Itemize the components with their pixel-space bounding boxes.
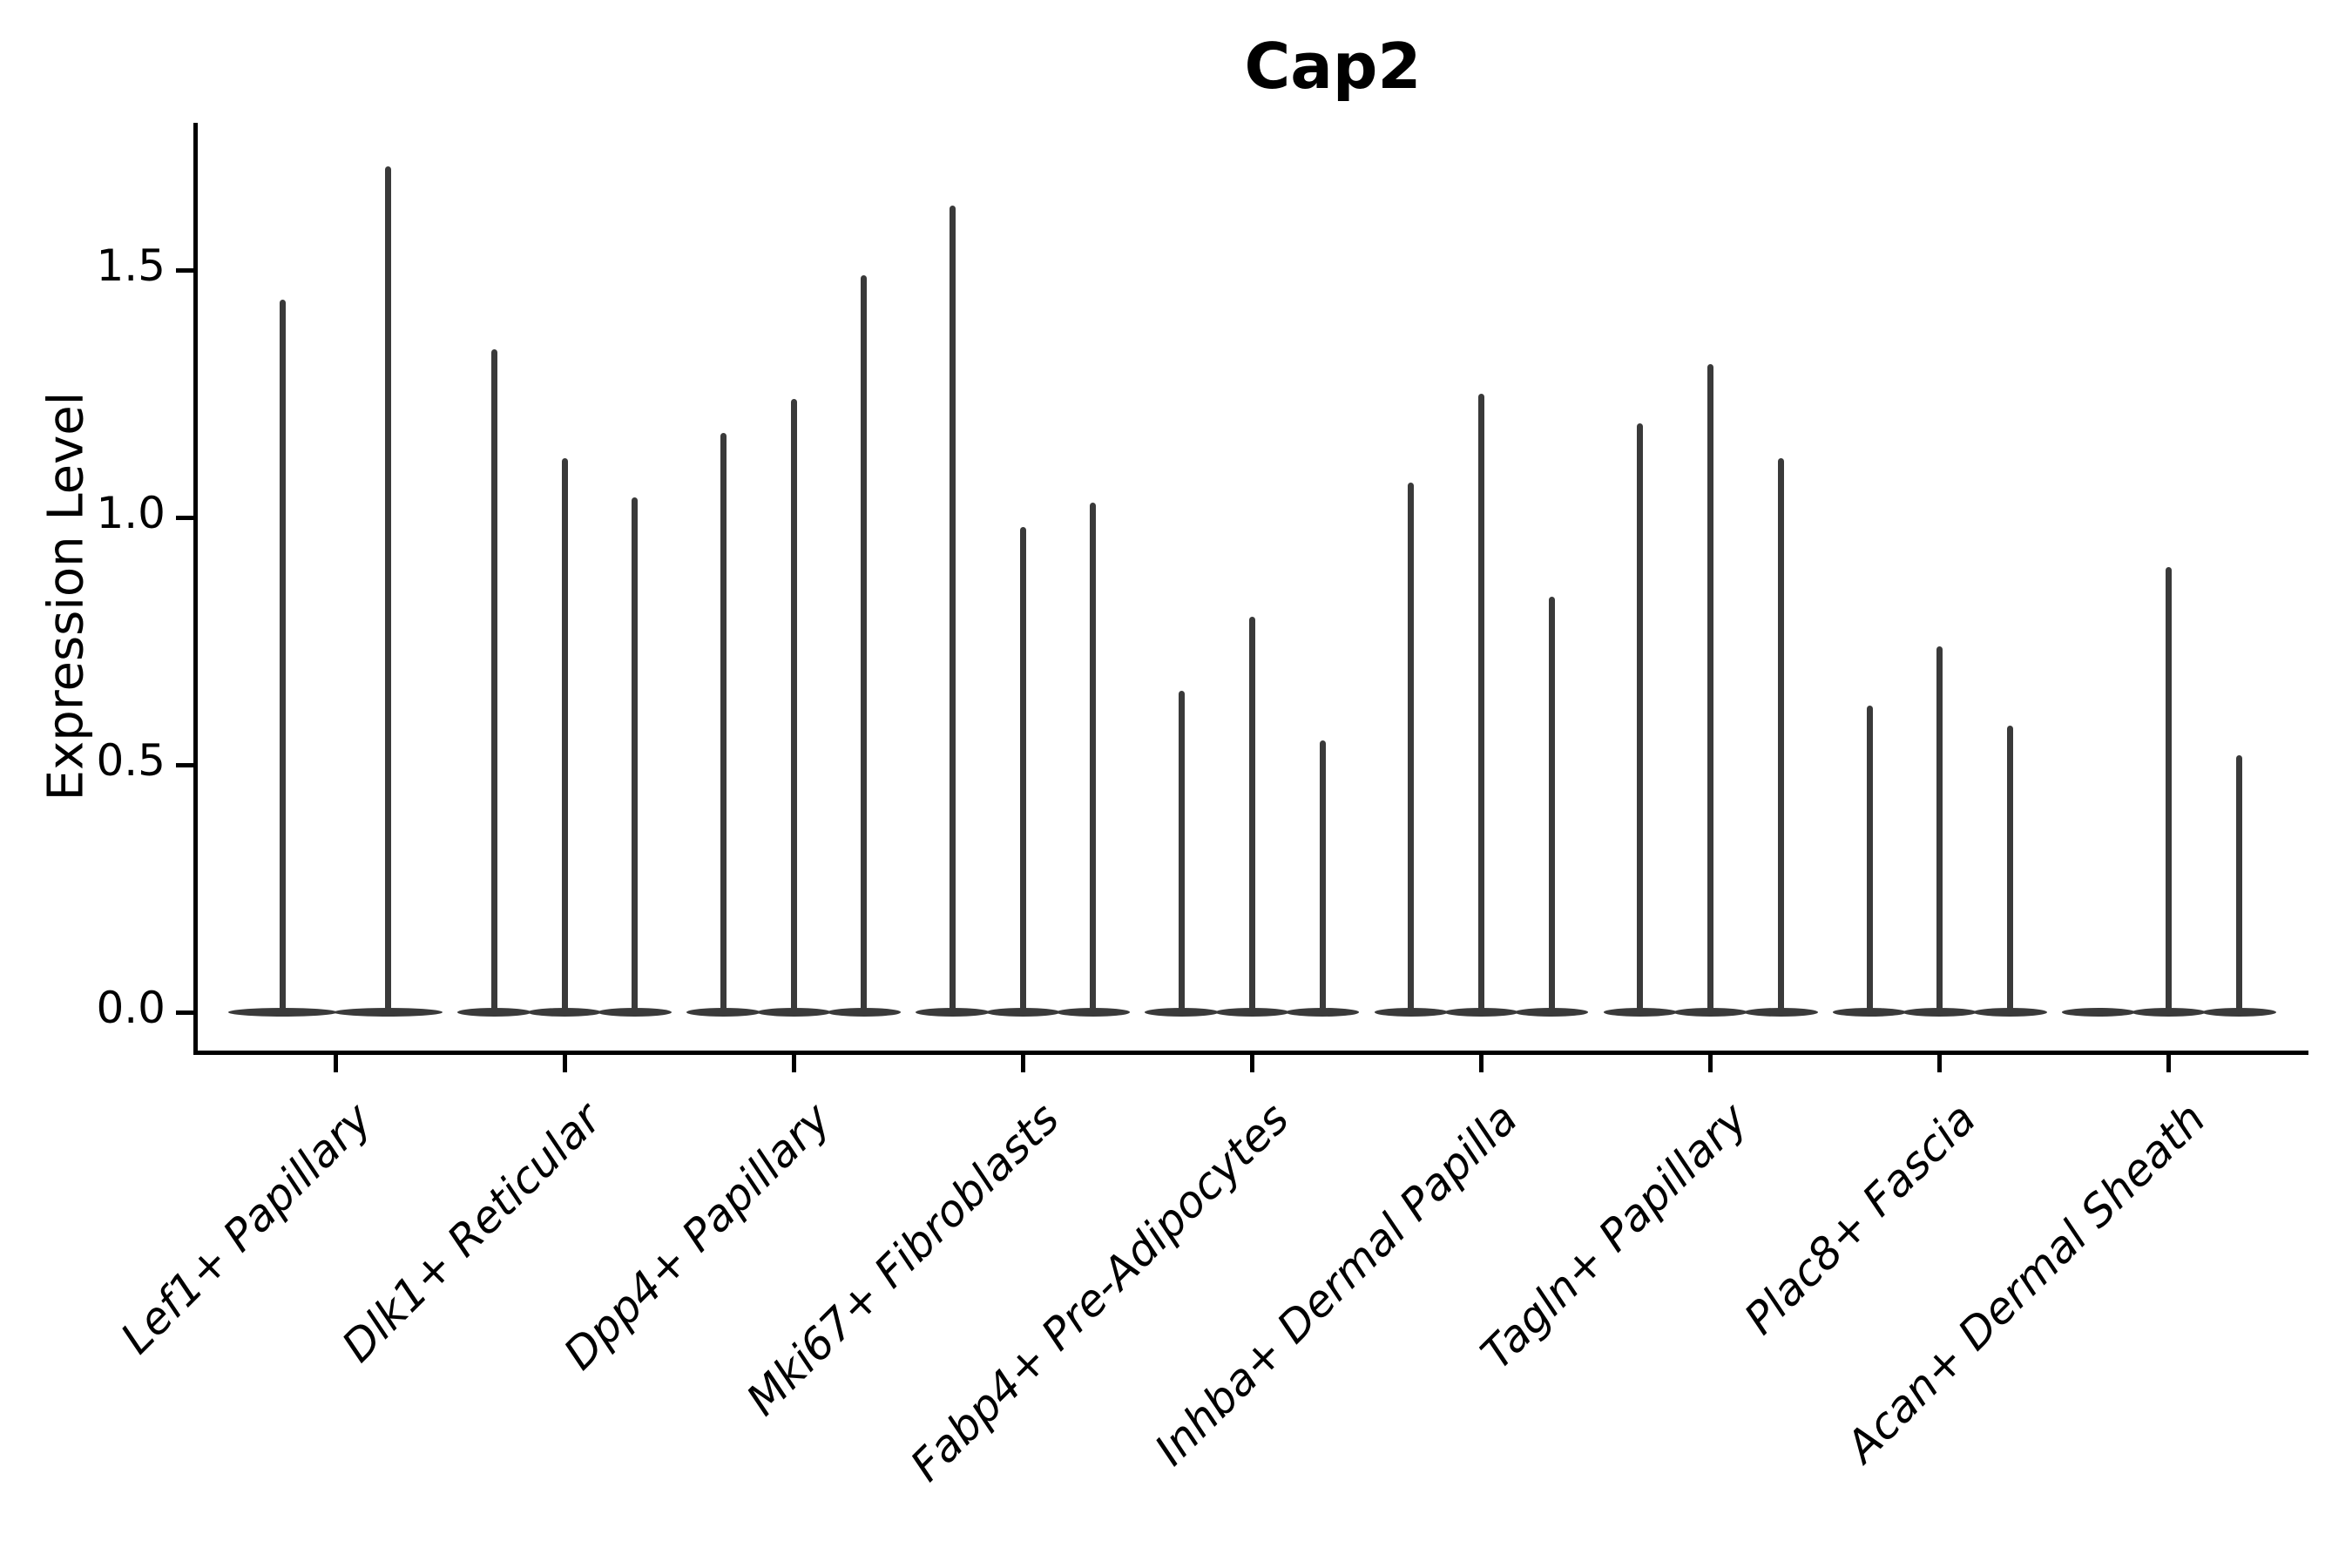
x-tick-label: Lef1+ Papillary (111, 1093, 382, 1364)
violin-spike (561, 457, 568, 1012)
violin-base (527, 1008, 602, 1017)
violin-spike (950, 206, 956, 1012)
x-tick-mark (1937, 1055, 1943, 1072)
violin-spike (1408, 483, 1415, 1012)
violin-base (1444, 1008, 1518, 1017)
violin-base (1285, 1008, 1360, 1017)
violin-base (916, 1008, 990, 1017)
violin-spike (1478, 394, 1484, 1012)
y-tick-label: 1.5 (96, 240, 166, 291)
y-axis-spine (193, 123, 198, 1055)
violin-base (1514, 1008, 1589, 1017)
violin-spike (2235, 754, 2242, 1012)
y-tick-mark (176, 515, 193, 520)
y-axis-label: Expression Level (37, 391, 95, 801)
violin-base (1903, 1008, 1977, 1017)
violin-base (1215, 1008, 1289, 1017)
violin-spike (1019, 527, 1026, 1012)
violin-base (1832, 1008, 1907, 1017)
violin-base (598, 1008, 672, 1017)
y-tick-label: 0.5 (96, 735, 166, 786)
violin-spike (1319, 740, 1326, 1012)
y-tick-mark (176, 762, 193, 767)
violin-base (2132, 1008, 2207, 1017)
violin-base (2061, 1008, 2136, 1017)
violin-base (228, 1008, 337, 1017)
violin-spike (1707, 363, 1714, 1012)
x-tick-mark (791, 1055, 796, 1072)
violin-base (1673, 1008, 1747, 1017)
violin-spike (1866, 705, 1873, 1012)
violin-spike (1090, 502, 1097, 1012)
chart-title-row: Cap2 (0, 30, 2352, 103)
x-axis-spine (193, 1051, 2308, 1055)
violin-spike (490, 348, 497, 1012)
violin-spike (1637, 423, 1644, 1012)
x-tick-mark (1249, 1055, 1254, 1072)
y-tick-mark (176, 1010, 193, 1015)
violin-spike (632, 497, 639, 1012)
violin-spike (1548, 596, 1555, 1012)
y-tick-mark (176, 267, 193, 273)
violin-spike (1179, 690, 1186, 1012)
y-tick-label: 0.0 (96, 983, 166, 1033)
violin-spike (1777, 457, 1784, 1012)
x-tick-mark (1708, 1055, 1713, 1072)
x-tick-label: Plac8+ Fascia (1734, 1093, 1986, 1344)
x-tick-mark (1479, 1055, 1484, 1072)
violin-base (985, 1008, 1060, 1017)
violin-spike (720, 433, 727, 1012)
violin-spike (1936, 645, 1943, 1012)
violin-spike (385, 166, 391, 1012)
violin-base (1374, 1008, 1449, 1017)
violin-base (756, 1008, 831, 1017)
violin-base (1145, 1008, 1220, 1017)
violin-base (686, 1008, 760, 1017)
violin-spike (2006, 725, 2013, 1012)
x-tick-mark (2166, 1055, 2172, 1072)
violin-spike (861, 274, 868, 1012)
x-tick-mark (562, 1055, 567, 1072)
violin-spike (280, 300, 286, 1012)
x-tick-mark (333, 1055, 338, 1072)
x-tick-label: Inhba+ Dermal Papilla (1146, 1093, 1528, 1476)
violin-spike (2166, 566, 2173, 1012)
violin-base (2202, 1008, 2276, 1017)
violin-spike (1248, 616, 1255, 1012)
x-tick-label: Fabp4+ Pre-Adipocytes (900, 1093, 1299, 1491)
violin-spike (790, 398, 797, 1012)
violin-base (334, 1008, 443, 1017)
violin-base (1056, 1008, 1131, 1017)
violin-base (1743, 1008, 1818, 1017)
violin-base (457, 1008, 531, 1017)
chart-title: Cap2 (1244, 30, 1422, 103)
violin-base (1973, 1008, 2047, 1017)
violin-base (1603, 1008, 1678, 1017)
violin-base (827, 1008, 902, 1017)
x-tick-mark (1020, 1055, 1025, 1072)
y-tick-label: 1.0 (96, 488, 166, 538)
